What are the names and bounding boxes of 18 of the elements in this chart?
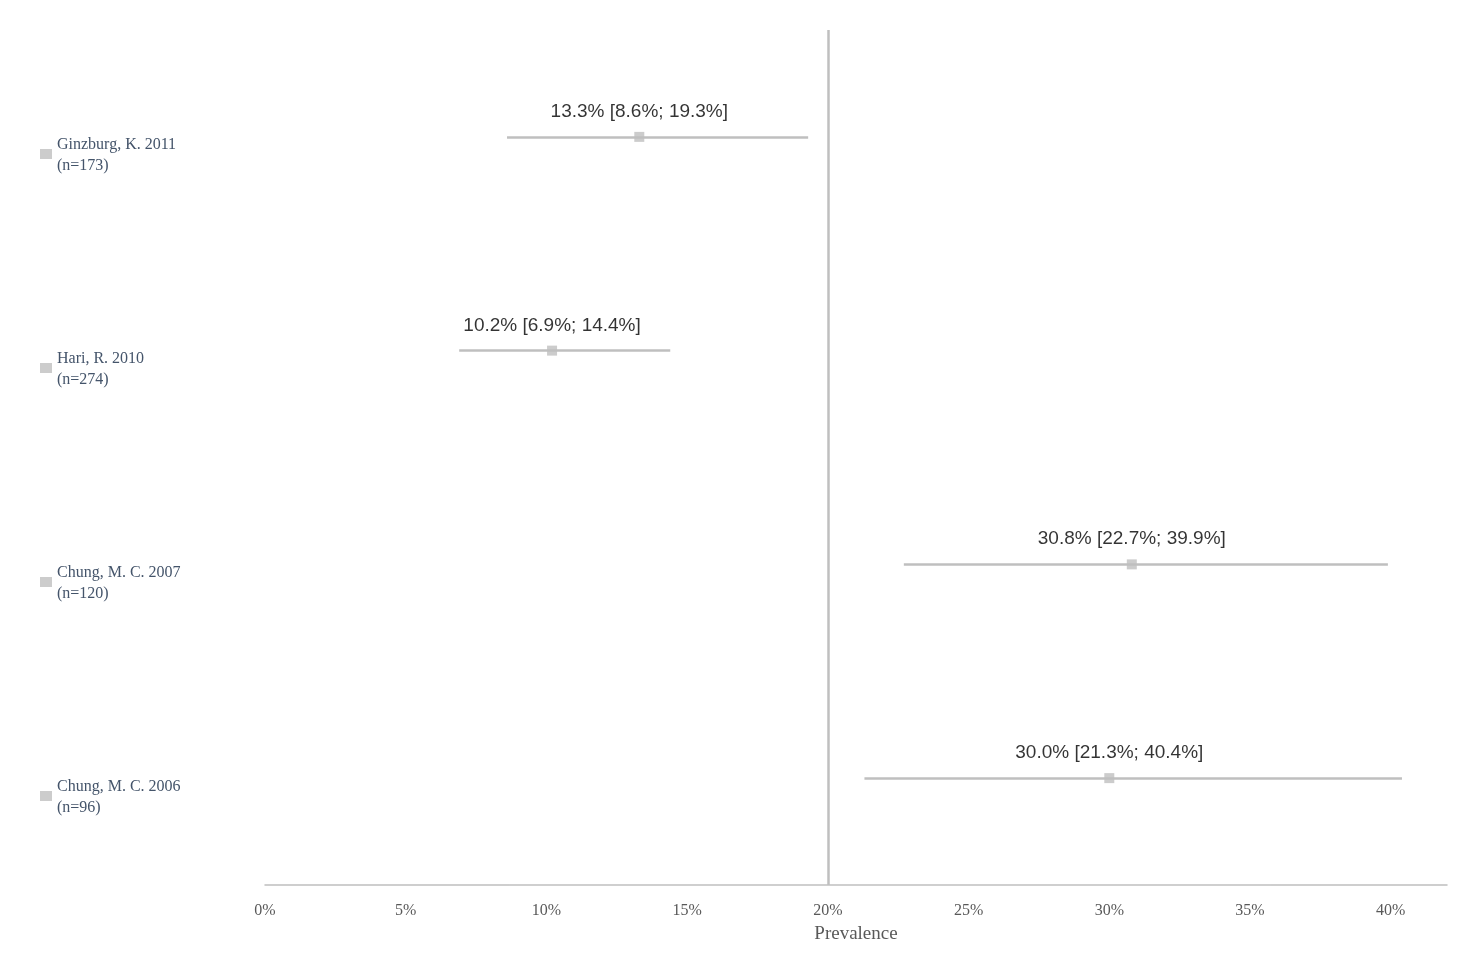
x-tick-label: 0% [254,900,276,918]
legend-label: Chung, M. C. 2006 (n=96) [57,777,181,816]
x-tick-label: 40% [1376,900,1406,918]
legend-label: Chung, M. C. 2007 (n=120) [57,563,181,602]
legend-label: Hari, R. 2010 (n=274) [57,349,145,388]
x-tick-label: 15% [672,900,702,918]
x-tick-label: 5% [395,900,417,918]
data-label: 10.2% [6.9%; 14.4%] [463,313,641,335]
x-tick-label: 35% [1235,900,1265,918]
x-tick-label: 25% [953,900,984,918]
data-label: 30.0% [21.3%; 40.4%] [1015,741,1204,763]
legend-label: Ginzburg, K. 2011 (n=173) [57,135,177,174]
data-label: 30.8% [22.7%; 39.9%] [1037,527,1226,549]
x-tick-label: 10% [531,900,562,918]
x-tick-label: 20% [813,900,843,918]
x-tick-label: 30% [1094,900,1124,918]
data-label: 13.3% [8.6%; 19.3%] [550,99,729,121]
x-axis-title: Prevalence [814,922,898,943]
